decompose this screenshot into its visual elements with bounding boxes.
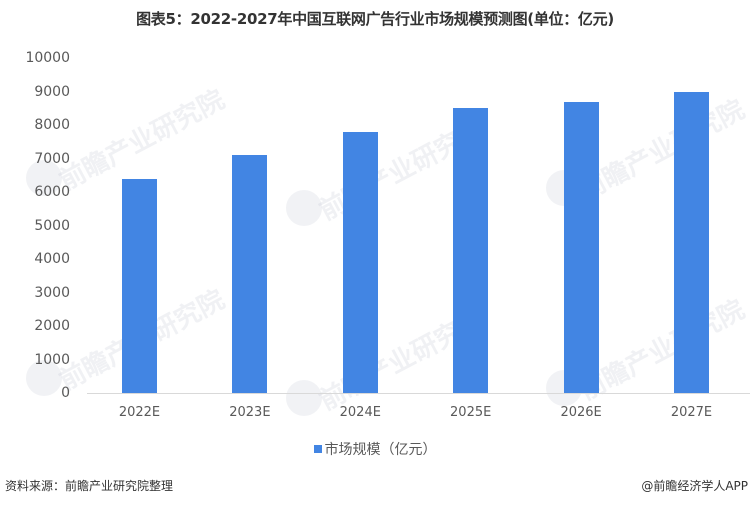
bar-2024E xyxy=(342,131,378,393)
bar-2027E xyxy=(674,91,709,393)
watermark: 前瞻产业研究院 xyxy=(574,94,750,207)
credit-note: @前瞻经济学人APP xyxy=(641,479,748,493)
bar-2026E xyxy=(563,101,599,393)
bar-2025E xyxy=(453,108,489,393)
y-axis-tick-label: 4000 xyxy=(34,251,70,267)
watermark-logo-icon xyxy=(286,190,322,226)
y-axis-tick-label: 1000 xyxy=(34,351,70,368)
x-axis-tick-label: 2022E xyxy=(118,405,161,420)
legend-swatch-icon xyxy=(313,445,322,453)
legend: 市场规模（亿元） xyxy=(0,439,750,459)
watermark: 前瞻产业研究院 xyxy=(574,294,750,407)
y-axis-tick-label: 6000 xyxy=(34,184,70,200)
x-axis-tick-label: 2024E xyxy=(339,405,381,420)
y-axis-tick-label: 3000 xyxy=(34,284,70,301)
bar-2022E xyxy=(122,178,157,393)
y-axis-tick-label: 10000 xyxy=(25,50,70,66)
x-axis-line xyxy=(87,393,750,394)
y-axis-tick-label: 8000 xyxy=(34,117,70,133)
y-axis-tick-label: 9000 xyxy=(34,83,70,100)
legend-label: 市场规模（亿元） xyxy=(324,442,437,458)
x-axis-tick-label: 2027E xyxy=(670,405,713,420)
bar-2023E xyxy=(232,155,268,393)
x-axis-tick-label: 2023E xyxy=(229,405,271,420)
y-axis-tick-label: 7000 xyxy=(34,150,70,167)
y-axis-tick-label: 2000 xyxy=(34,318,70,334)
x-axis-tick-label: 2025E xyxy=(450,405,492,420)
x-axis-tick-label: 2026E xyxy=(560,405,602,420)
y-axis-tick-label: 0 xyxy=(61,385,70,401)
source-note: 资料来源：前瞻产业研究院整理 xyxy=(5,479,174,493)
y-axis-tick-label: 5000 xyxy=(34,217,70,234)
chart-title: 图表5：2022-2027年中国互联网广告行业市场规模预测图(单位：亿元) xyxy=(136,10,614,28)
